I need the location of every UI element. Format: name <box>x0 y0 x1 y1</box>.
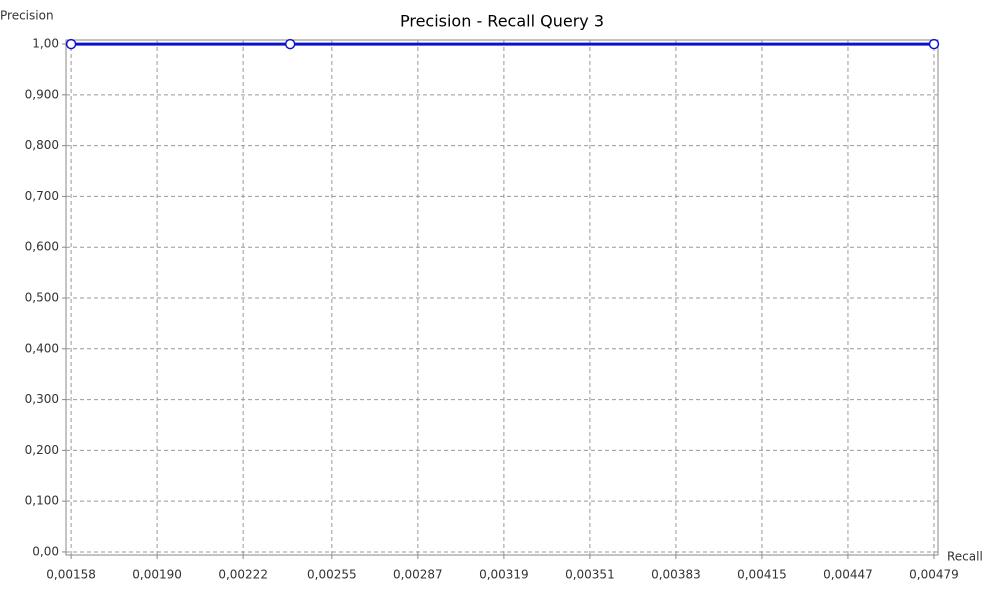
y-tick-label: 1,00 <box>32 37 59 51</box>
y-tick-label: 0,800 <box>25 138 59 152</box>
y-tick-label: 0,500 <box>25 291 59 305</box>
y-tick-label: 0,300 <box>25 392 59 406</box>
y-tick-label: 0,700 <box>25 189 59 203</box>
x-tick-label: 0,00415 <box>737 568 787 582</box>
x-axis-label: Recall <box>947 550 983 564</box>
y-tick-label: 0,200 <box>25 443 59 457</box>
y-tick-label: 0,100 <box>25 494 59 508</box>
point <box>928 38 940 50</box>
point <box>65 38 77 50</box>
x-tick-label: 0,00222 <box>218 568 268 582</box>
y-axis-label: Precision <box>0 9 54 23</box>
x-tick-label: 0,00190 <box>132 568 182 582</box>
x-tick-label: 0,00287 <box>393 568 443 582</box>
y-tick-label: 0,00 <box>32 544 59 558</box>
y-tick-label: 0,400 <box>25 341 59 355</box>
x-tick-label: 0,00479 <box>909 568 959 582</box>
plot-area <box>65 39 939 556</box>
x-tick-label: 0,00319 <box>479 568 529 582</box>
y-tick-label: 0,900 <box>25 87 59 101</box>
x-tick-label: 0,00158 <box>46 568 96 582</box>
x-tick-label: 0,00383 <box>651 568 701 582</box>
point <box>284 38 296 50</box>
y-tick-label: 0,600 <box>25 240 59 254</box>
x-tick-label: 0,00255 <box>307 568 357 582</box>
chart-title: Precision - Recall Query 3 <box>400 12 604 31</box>
x-tick-label: 0,00447 <box>823 568 873 582</box>
x-tick-label: 0,00351 <box>565 568 615 582</box>
